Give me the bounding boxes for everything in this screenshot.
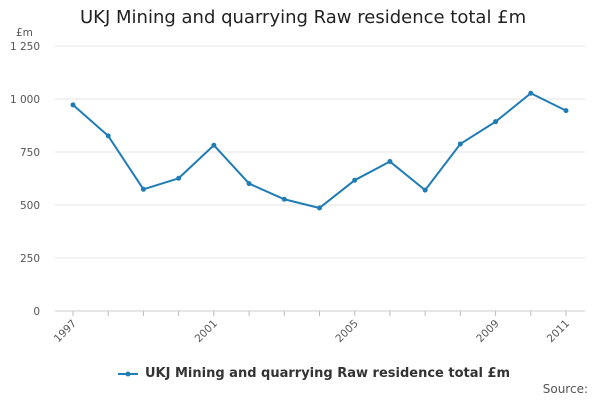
y-tick-label: 1 250 (10, 41, 40, 53)
y-tick-label: 750 (20, 147, 40, 159)
y-tick-label: 500 (20, 200, 40, 212)
data-point (528, 90, 534, 96)
x-tick-label: 1997 (52, 318, 79, 345)
data-point (176, 175, 182, 181)
y-tick-label: 0 (33, 306, 40, 318)
data-point (246, 181, 252, 187)
data-point (317, 205, 322, 211)
legend-line-marker-icon (118, 371, 138, 376)
data-point (457, 141, 463, 147)
x-tick-label: 2011 (545, 318, 572, 345)
data-point (70, 102, 76, 108)
chart-title: UKJ Mining and quarrying Raw residence t… (80, 7, 527, 28)
data-point (352, 177, 358, 183)
y-tick-label: 250 (20, 253, 40, 265)
data-point (105, 133, 111, 139)
series-line (72, 92, 567, 209)
x-tick-label: 2009 (474, 318, 501, 345)
source-label: Source: (542, 382, 588, 396)
data-point (422, 187, 428, 193)
y-axis-label: £m (16, 27, 33, 39)
x-tick-label: 2005 (333, 318, 360, 345)
data-point (563, 108, 569, 114)
x-tick-label: 2001 (193, 318, 220, 345)
data-point (493, 119, 499, 125)
data-point (281, 196, 287, 202)
legend[interactable]: UKJ Mining and quarrying Raw residence t… (117, 366, 510, 381)
data-point (140, 186, 146, 192)
data-point (211, 142, 217, 148)
legend-label: UKJ Mining and quarrying Raw residence t… (145, 366, 511, 381)
data-point (387, 159, 393, 165)
y-tick-label: 1 000 (10, 94, 40, 106)
